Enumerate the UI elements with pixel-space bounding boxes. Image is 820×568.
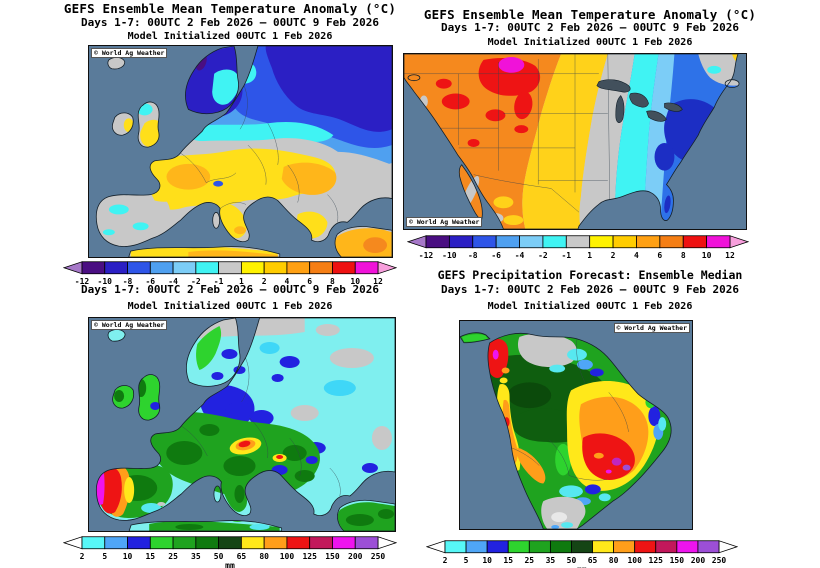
svg-text:80: 80: [259, 552, 269, 561]
svg-text:25: 25: [168, 552, 178, 561]
svg-text:-12: -12: [75, 277, 90, 286]
svg-text:12: 12: [725, 251, 735, 260]
us-temperature-anomaly-map: © World Ag Weather: [403, 53, 747, 230]
svg-text:100: 100: [280, 552, 295, 561]
temperature-colorbar: -12 -10 -8 -6 -4 -2 -1 1 2 4 6 8 10 12: [62, 261, 398, 293]
svg-text:80: 80: [609, 556, 619, 565]
watermark-world-ag-weather: © World Ag Weather: [613, 323, 690, 334]
svg-text:4: 4: [634, 251, 639, 260]
svg-text:8: 8: [681, 251, 686, 260]
europe-temperature-anomaly-map: © World Ag Weather: [88, 45, 393, 258]
watermark-world-ag-weather: © World Ag Weather: [406, 216, 483, 227]
svg-text:4: 4: [285, 277, 290, 286]
svg-text:10: 10: [482, 556, 492, 565]
svg-text:65: 65: [588, 556, 598, 565]
svg-text:25: 25: [524, 556, 534, 565]
watermark-world-ag-weather: © World Ag Weather: [91, 320, 168, 331]
svg-text:125: 125: [649, 556, 664, 565]
svg-text:200: 200: [348, 552, 363, 561]
svg-text:12: 12: [373, 277, 383, 286]
panel-period: Days 1-7: 00UTC 2 Feb 2026 – 00UTC 9 Feb…: [80, 283, 379, 296]
svg-text:5: 5: [464, 556, 469, 565]
svg-text:2: 2: [80, 552, 85, 561]
svg-text:35: 35: [546, 556, 556, 565]
svg-text:1: 1: [587, 251, 592, 260]
europe-precipitation-map: © World Ag Weather: [88, 317, 396, 532]
svg-text:50: 50: [567, 556, 577, 565]
svg-text:-2: -2: [191, 277, 201, 286]
svg-text:250: 250: [712, 556, 727, 565]
europe-temperature-map-graphic: [89, 46, 392, 257]
svg-text:250: 250: [371, 552, 386, 561]
svg-text:100: 100: [627, 556, 642, 565]
svg-text:65: 65: [237, 552, 247, 561]
svg-text:15: 15: [503, 556, 513, 565]
svg-text:15: 15: [145, 552, 155, 561]
svg-text:-4: -4: [168, 277, 178, 286]
panel-title: GEFS Ensemble Mean Temperature Anomaly (…: [423, 7, 757, 22]
svg-text:-8: -8: [123, 277, 133, 286]
south-america-precipitation-map-graphic: [460, 321, 692, 529]
svg-text:mm: mm: [225, 561, 235, 568]
svg-text:-8: -8: [468, 251, 478, 260]
svg-text:2: 2: [443, 556, 448, 565]
europe-precipitation-map-graphic: [89, 318, 395, 531]
panel-title: GEFS Precipitation Forecast: Ensemble Me…: [437, 268, 743, 282]
panel-init-time: Model Initialized 00UTC 1 Feb 2026: [127, 31, 333, 42]
svg-text:10: 10: [350, 277, 360, 286]
svg-text:2: 2: [262, 277, 267, 286]
panel-period: Days 1-7: 00UTC 2 Feb 2026 – 00UTC 9 Feb…: [80, 16, 379, 29]
us-temperature-map-graphic: [404, 54, 746, 229]
panel-init-time: Model Initialized 00UTC 1 Feb 2026: [487, 37, 693, 48]
svg-text:150: 150: [670, 556, 685, 565]
svg-text:-1: -1: [561, 251, 571, 260]
svg-text:-6: -6: [491, 251, 501, 260]
temperature-colorbar: -12 -10 -8 -6 -4 -2 -1 1 2 4 6 8 10 12: [406, 235, 750, 267]
svg-text:8: 8: [330, 277, 335, 286]
panel-init-time: Model Initialized 00UTC 1 Feb 2026: [487, 301, 693, 312]
panel-init-time: Model Initialized 00UTC 1 Feb 2026: [127, 301, 333, 312]
panel-period: Days 1-7: 00UTC 2 Feb 2026 – 00UTC 9 Feb…: [440, 21, 739, 34]
svg-text:10: 10: [123, 552, 133, 561]
svg-text:35: 35: [191, 552, 201, 561]
svg-text:125: 125: [302, 552, 317, 561]
svg-text:5: 5: [102, 552, 107, 561]
svg-text:50: 50: [214, 552, 224, 561]
svg-text:150: 150: [325, 552, 340, 561]
svg-text:6: 6: [307, 277, 312, 286]
svg-text:10: 10: [702, 251, 712, 260]
svg-text:-12: -12: [419, 251, 434, 260]
svg-text:-4: -4: [515, 251, 525, 260]
svg-text:-10: -10: [98, 277, 113, 286]
svg-text:2: 2: [611, 251, 616, 260]
svg-text:1: 1: [239, 277, 244, 286]
svg-text:-2: -2: [538, 251, 548, 260]
watermark-world-ag-weather: © World Ag Weather: [91, 48, 168, 59]
svg-text:200: 200: [691, 556, 706, 565]
south-america-precipitation-map: © World Ag Weather: [459, 320, 693, 530]
panel-period: Days 1-7: 00UTC 2 Feb 2026 – 00UTC 9 Feb…: [440, 283, 739, 296]
panel-title: GEFS Ensemble Mean Temperature Anomaly (…: [63, 1, 397, 16]
svg-text:-1: -1: [214, 277, 224, 286]
svg-text:6: 6: [657, 251, 662, 260]
svg-text:-6: -6: [145, 277, 155, 286]
svg-text:-10: -10: [442, 251, 457, 260]
